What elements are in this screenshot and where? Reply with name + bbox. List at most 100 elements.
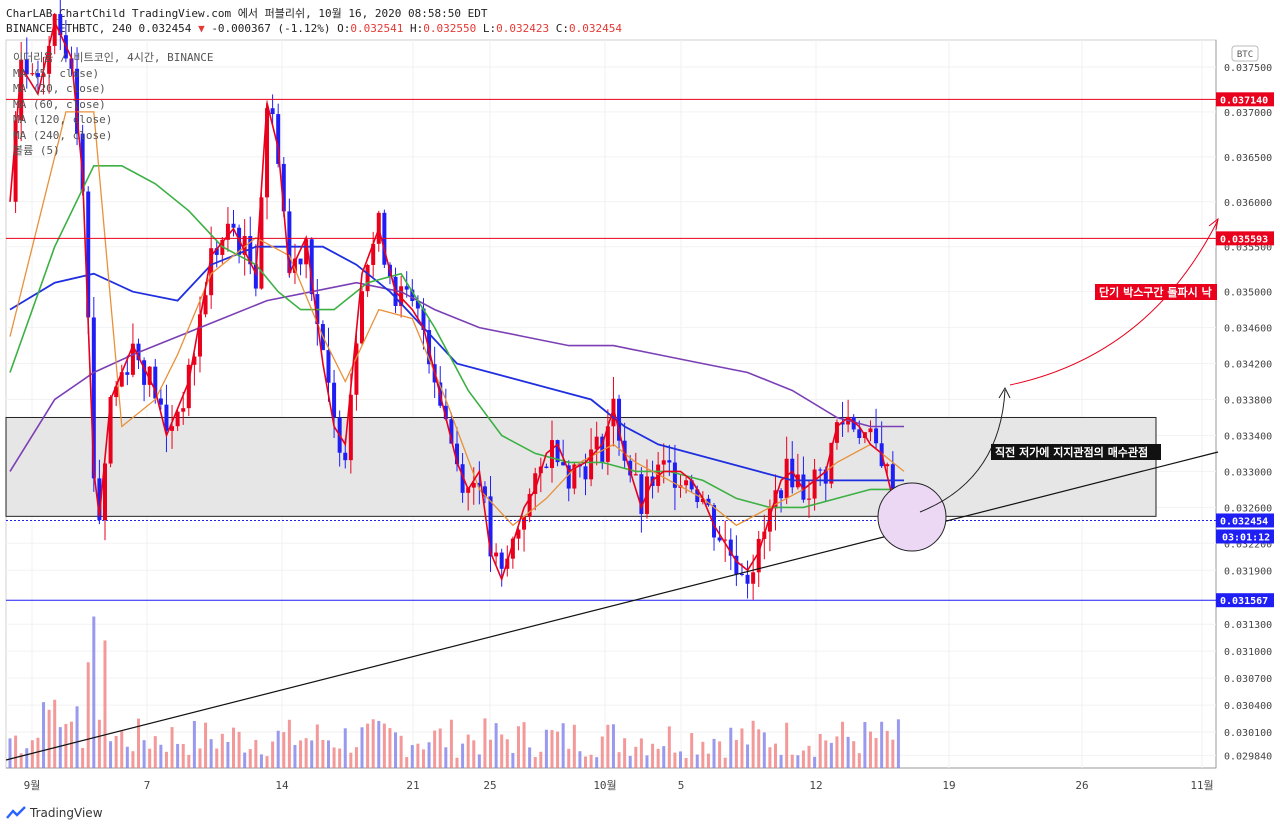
y-tick-label: 0.032600 (1224, 503, 1272, 514)
volume-bar (109, 741, 113, 768)
volume-bar (371, 719, 375, 768)
candle-body (628, 460, 633, 476)
volume-bar (852, 741, 856, 768)
volume-bar (807, 745, 811, 768)
candle-body (242, 236, 247, 255)
legend-ma60[interactable]: MA (60, close) (13, 97, 106, 111)
candle-body (790, 458, 795, 488)
legend-ma120[interactable]: MA (120, close) (13, 113, 113, 126)
candle-body (890, 464, 895, 513)
candle-body (399, 286, 404, 306)
candle-body (52, 14, 57, 46)
y-tick-label: 0.032200 (1224, 539, 1272, 550)
volume-bar (103, 640, 107, 768)
curved-arrow (919, 389, 1006, 513)
candle-body (209, 248, 214, 296)
volume-bar (684, 757, 688, 768)
volume-bar (846, 736, 850, 768)
volume-bar (142, 740, 146, 768)
volume-bar (690, 733, 694, 768)
candle-body (119, 372, 124, 387)
volume-bar (891, 739, 895, 768)
footer-brand[interactable]: TradingView (6, 806, 103, 820)
candle-body (265, 108, 270, 198)
projection-arrow-icon (1208, 217, 1219, 231)
legend-ma20[interactable]: MA (20, close) (13, 82, 106, 95)
candle-body (181, 408, 186, 412)
volume-bar (360, 727, 364, 768)
breakout-label: 단기 박스구간 돌파시 낙 (1099, 285, 1212, 299)
volume-bar (416, 743, 420, 768)
volume-bar (377, 720, 381, 768)
y-tick-label: 0.031000 (1224, 647, 1272, 658)
volume-bar (896, 719, 900, 768)
x-tick-label: 5 (678, 779, 685, 792)
focus-circle (877, 482, 947, 552)
volume-bar (259, 754, 263, 768)
volume-bar (589, 754, 593, 768)
candle-body (24, 59, 29, 75)
candle-body (561, 462, 566, 466)
volume-bar (14, 735, 18, 768)
high-label: H: (410, 22, 424, 35)
volume-bar (762, 732, 766, 768)
candle-body (712, 505, 717, 538)
legend-volume[interactable]: 볼륨 (5) (13, 144, 60, 157)
candle-body (304, 239, 309, 265)
volume-bar (304, 738, 308, 768)
volume-bar (209, 739, 213, 768)
volume-bar (427, 742, 431, 768)
volume-bar (863, 722, 867, 768)
volume-bar (483, 718, 487, 768)
volume-bar (42, 702, 46, 768)
volume-bar (662, 746, 666, 768)
y-tick-label: 0.033000 (1224, 467, 1272, 478)
y-tick-label: 0.031900 (1224, 566, 1272, 577)
volume-bar (332, 747, 336, 768)
legend-title: 이더리움 / 비트코인, 4시간, BINANCE (13, 51, 214, 64)
y-tick-label: 0.036500 (1224, 153, 1272, 164)
volume-bar (829, 742, 833, 768)
x-tick-label: 11월 (1190, 779, 1213, 792)
volume-bar (595, 757, 599, 768)
legend-ma240[interactable]: MA (240, close) (13, 128, 113, 142)
volume-bar (818, 733, 822, 768)
candle-body (874, 428, 879, 444)
volume-bar (718, 741, 722, 768)
candle-body (91, 317, 96, 479)
volume-bar (673, 752, 677, 768)
legend-ma5[interactable]: MA (5, close) (13, 66, 100, 80)
candle-body (807, 498, 812, 500)
price-level-badge (1216, 513, 1274, 528)
volume-bar (343, 728, 347, 768)
volume-bar (204, 722, 208, 768)
y-tick-label: 0.033800 (1224, 396, 1272, 407)
volume-bar (444, 747, 448, 768)
volume-bar (153, 736, 157, 768)
volume-bar (466, 734, 470, 768)
volume-bar (885, 730, 889, 768)
candle-body (354, 343, 359, 395)
candle-body (214, 248, 219, 255)
candle-body (611, 398, 616, 427)
volume-bar (120, 731, 124, 768)
candle-body (332, 382, 337, 418)
candle-body (443, 405, 448, 420)
down-arrow-icon: ▼ (198, 22, 205, 35)
volume-bar (293, 745, 297, 768)
volume-bar (584, 756, 588, 768)
support-trendline (5, 451, 1219, 761)
price-level-label: 0.035593 (1220, 234, 1268, 245)
volume-bar (623, 738, 627, 768)
volume-bar (494, 723, 498, 768)
candle-body (510, 538, 515, 559)
price-level-label: 0.031567 (1220, 596, 1268, 607)
volume-bar (421, 749, 425, 768)
volume-bar (176, 743, 180, 768)
low-value: 0.032423 (496, 22, 550, 35)
candle-body (231, 223, 236, 228)
volume-bar (438, 728, 442, 768)
volume-bar (841, 721, 845, 768)
volume-bar (773, 743, 777, 768)
